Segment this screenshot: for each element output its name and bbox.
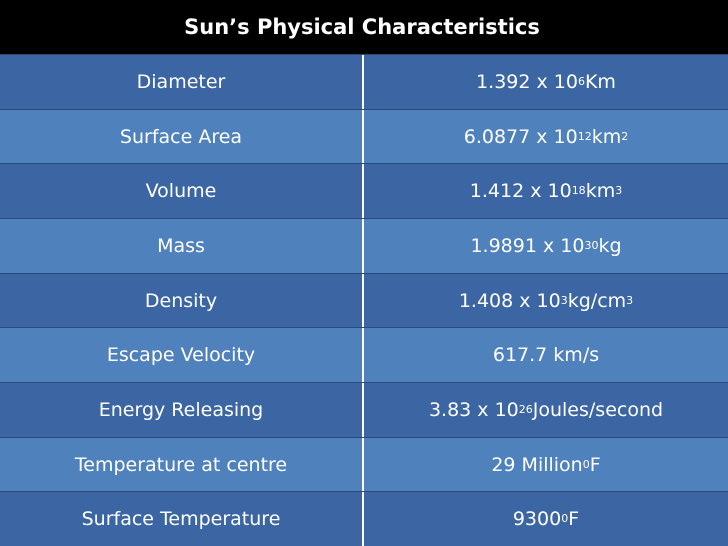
property-cell: Mass xyxy=(0,219,364,273)
value-text: km xyxy=(585,180,616,203)
value-text: 1.412 x 10 xyxy=(469,180,572,203)
property-cell: Temperature at centre xyxy=(0,437,364,492)
table-title: Sun’s Physical Characteristics xyxy=(0,0,728,54)
value-text: 29 Million xyxy=(491,453,583,476)
table-row: Energy Releasing 3.83 x 10 26 Joules/secon… xyxy=(0,382,728,437)
value-cell: 29 Million 0 F xyxy=(491,453,601,476)
table-row: Volume 1.412 x 10 18 km 3 xyxy=(0,163,728,219)
value-text: 617.7 km/s xyxy=(492,344,600,367)
value-cell: 9300 0 F xyxy=(512,508,580,531)
table-row: Temperature at centre 29 Million 0 F xyxy=(0,436,728,492)
property-cell: Surface Temperature xyxy=(0,492,364,546)
table-row: Diameter 1.392 x 10 6 Km xyxy=(0,54,728,109)
property-cell: Volume xyxy=(0,164,364,219)
table-row: Mass 1.9891 x 10 30 kg xyxy=(0,218,728,273)
value-cell: 617.7 km/s xyxy=(364,328,728,382)
value-cell: 1.408 x 10 3 kg/cm 3 xyxy=(458,289,634,312)
property-cell: Surface Area xyxy=(0,109,364,164)
value-text: Joules/second xyxy=(532,398,664,421)
property-cell: Density xyxy=(0,273,364,328)
table-row: Surface Temperature 9300 0 F xyxy=(0,491,728,546)
value-cell: 1.412 x 10 18 km 3 xyxy=(469,180,623,203)
value-text: 6.0877 x 10 xyxy=(463,125,578,148)
property-cell: Energy Releasing xyxy=(0,383,364,437)
table-row: Surface Area 6.0877 x 10 12 km 2 xyxy=(0,108,728,164)
value-text: F xyxy=(568,508,580,531)
value-text: 1.9891 x 10 xyxy=(470,234,585,257)
value-text: 3.83 x 10 xyxy=(428,398,519,421)
value-text: kg/cm xyxy=(567,289,627,312)
property-cell: Escape Velocity xyxy=(0,328,364,383)
value-text: km xyxy=(591,125,622,148)
value-text: 1.408 x 10 xyxy=(458,289,561,312)
value-text: 1.392 x 10 xyxy=(476,70,578,93)
value-text: F xyxy=(589,453,601,476)
value-text: kg xyxy=(598,234,622,257)
value-cell: 3.83 x 10 26 Joules/second xyxy=(428,398,664,421)
table-row: Density 1.408 x 10 3 kg/cm 3 xyxy=(0,272,728,328)
value-cell: 6.0877 x 10 12 km 2 xyxy=(463,125,629,148)
value-text: 9300 xyxy=(512,508,562,531)
value-cell: 1.9891 x 10 30 kg xyxy=(470,234,622,257)
property-cell: Diameter xyxy=(0,55,364,109)
value-cell: 1.392 x 10 6 Km xyxy=(476,70,616,93)
value-text: Km xyxy=(584,70,616,93)
table-row: Escape Velocity 617.7 km/s xyxy=(0,327,728,383)
